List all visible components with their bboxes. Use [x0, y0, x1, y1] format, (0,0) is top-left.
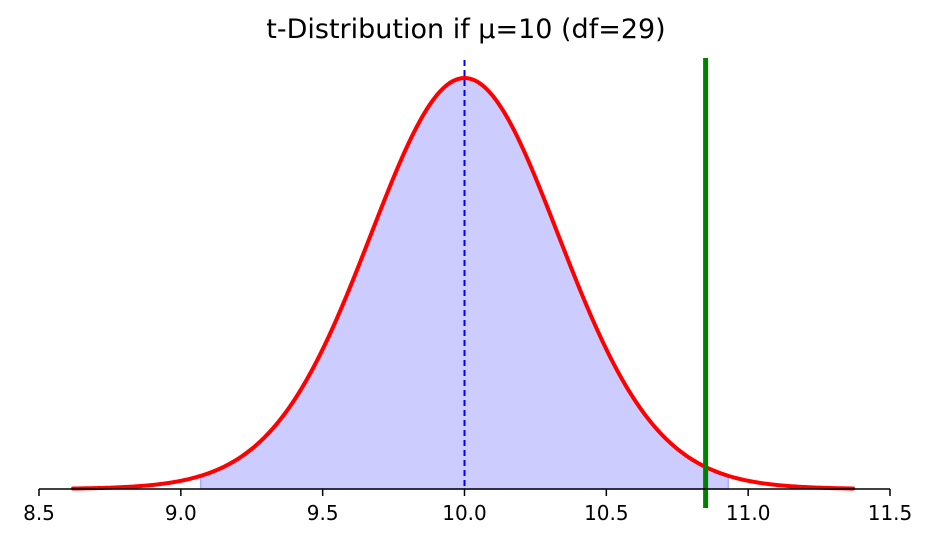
x-tick-label: 10.5 — [584, 501, 629, 525]
x-tick-label: 11.0 — [726, 501, 771, 525]
x-tick-label: 11.5 — [868, 501, 913, 525]
x-tick-label: 9.5 — [307, 501, 339, 525]
density-curve — [71, 76, 856, 491]
x-tick-label: 9.0 — [165, 501, 197, 525]
chart-title: t-Distribution if μ=10 (df=29) — [266, 14, 666, 45]
x-tick-label: 10.0 — [442, 501, 487, 525]
x-tick-label: 8.5 — [23, 501, 55, 525]
